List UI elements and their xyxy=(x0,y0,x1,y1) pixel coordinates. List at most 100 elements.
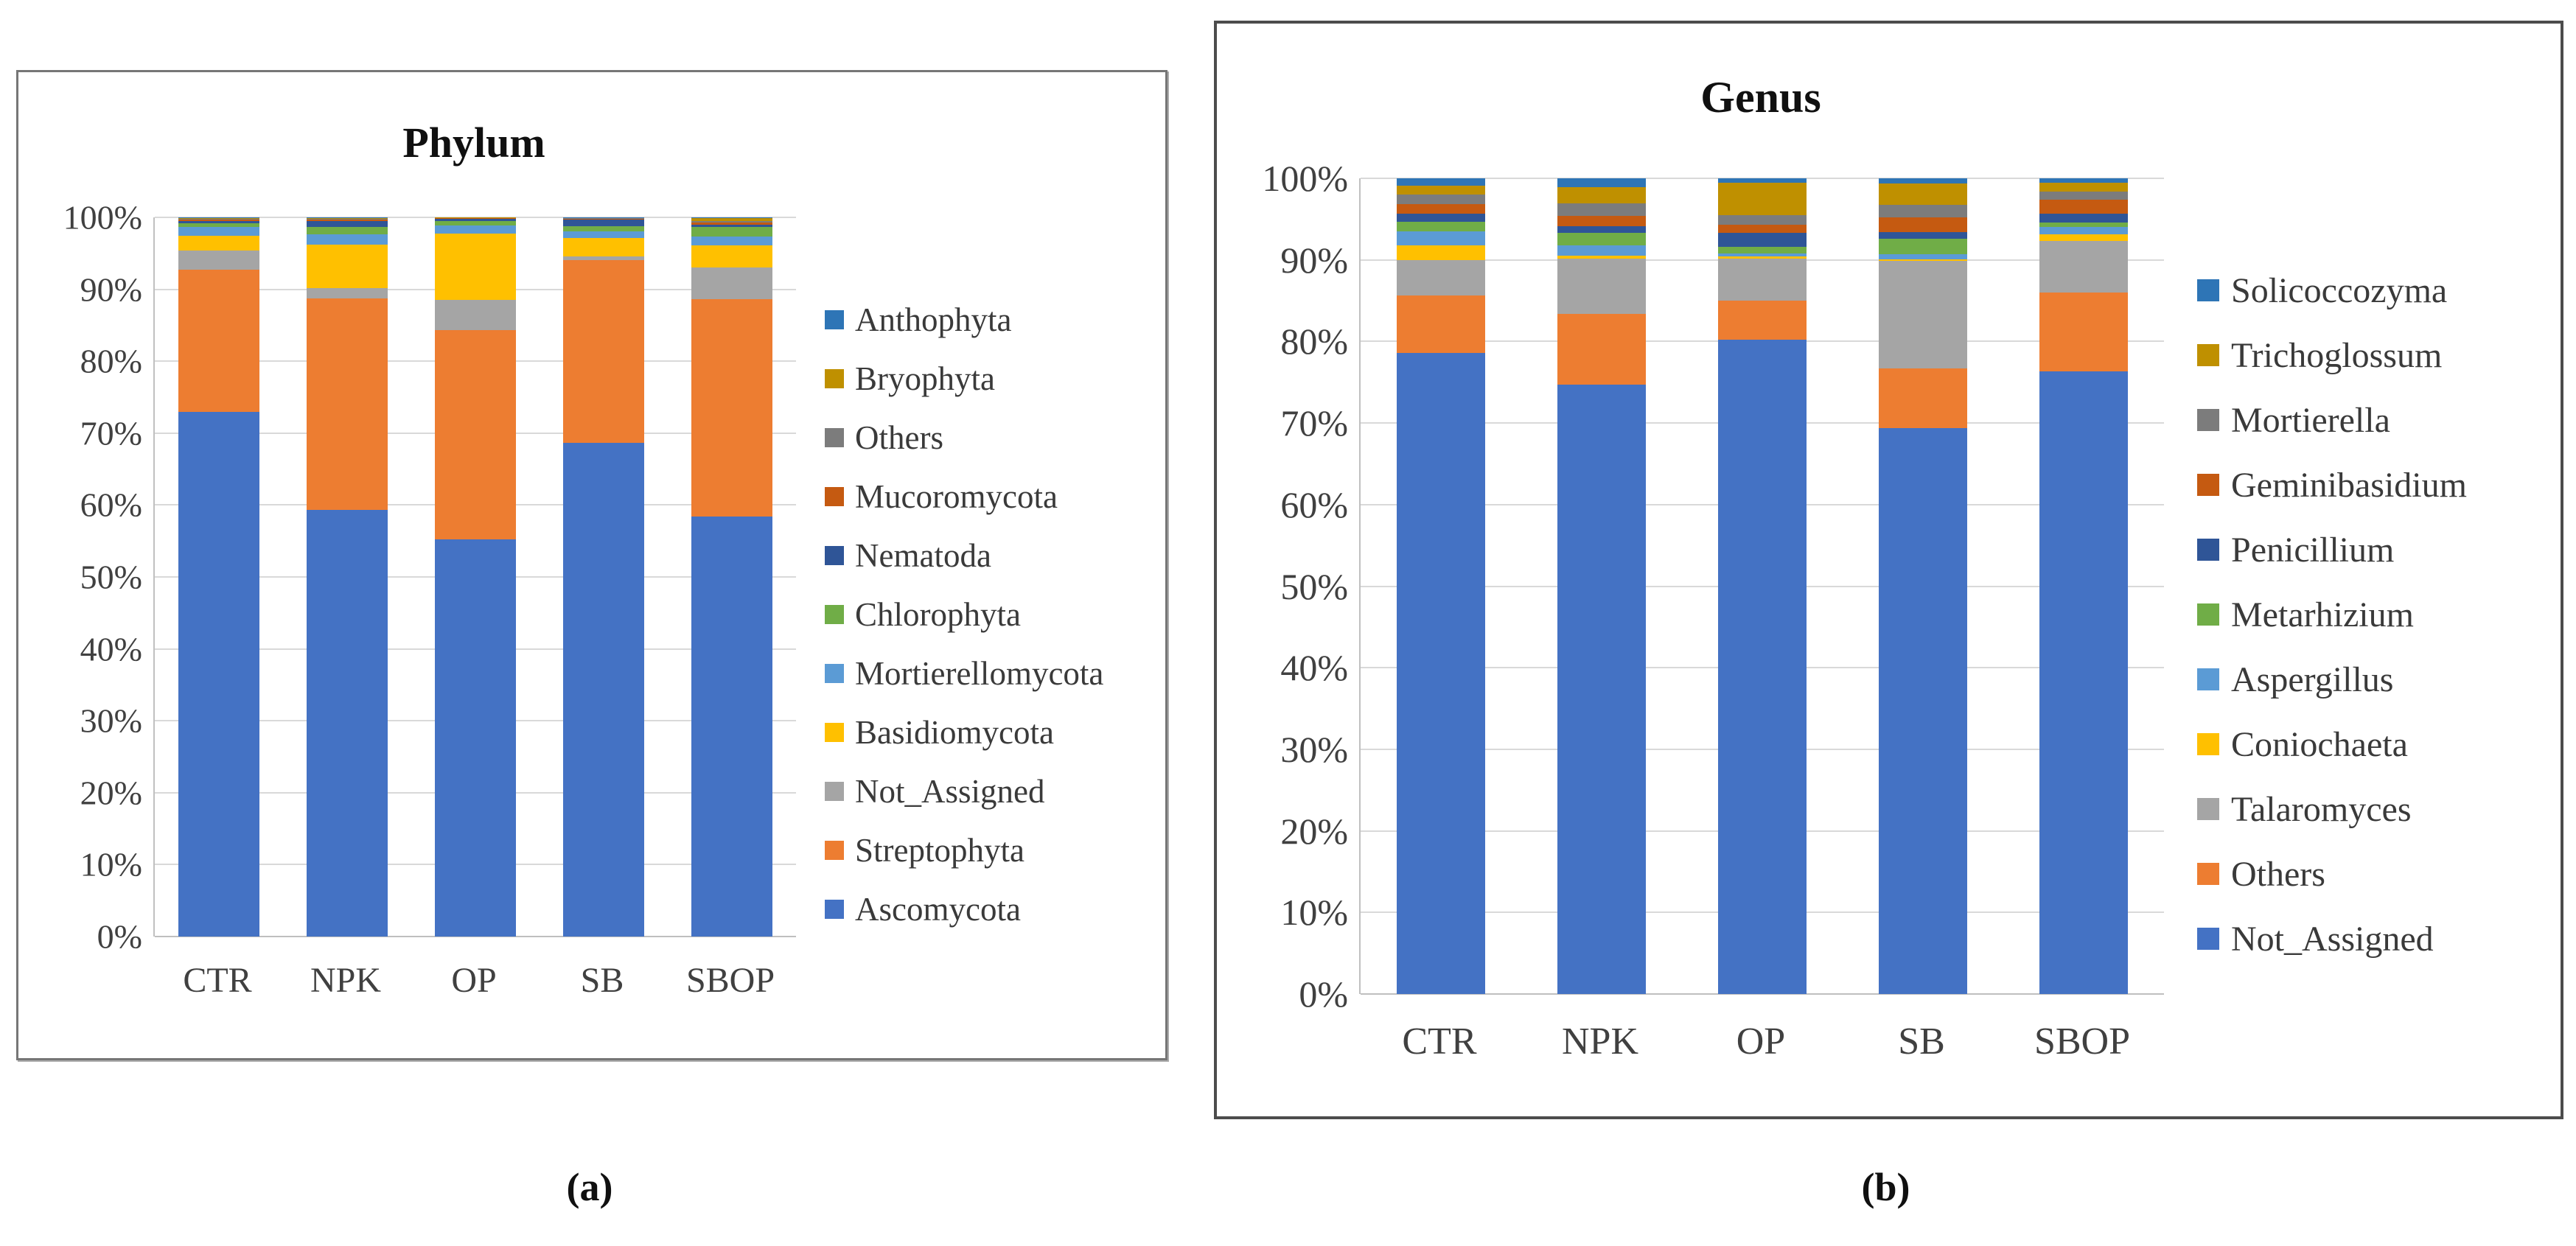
x-axis-label: CTR xyxy=(1402,1021,1477,1063)
bar-segment xyxy=(307,245,388,288)
bar-segment xyxy=(435,300,516,331)
bar-segment xyxy=(178,270,259,412)
legend-swatch-icon xyxy=(2197,863,2219,885)
bar-slot-sb xyxy=(540,217,668,937)
bar-segment xyxy=(2039,241,2128,293)
bar-segment xyxy=(1879,427,1967,994)
bar-segment xyxy=(1557,245,1646,256)
legend-label: Metarhizium xyxy=(2231,595,2414,634)
bar-segment xyxy=(1718,214,1807,225)
legend-swatch-icon xyxy=(825,841,844,860)
legend-item-nematoda: Nematoda xyxy=(825,526,1103,585)
legend-item-others: Others xyxy=(2197,841,2467,906)
bar-segment xyxy=(307,298,388,511)
bar-segment xyxy=(1718,247,1807,253)
bar-segment xyxy=(307,234,388,245)
legend-label: Trichoglossum xyxy=(2231,335,2443,375)
stacked-bar-sbop xyxy=(2039,178,2128,994)
bar-segment xyxy=(1718,258,1807,301)
bar-segment xyxy=(2039,182,2128,192)
plot-area-phylum xyxy=(153,217,796,937)
x-axis-label: NPK xyxy=(1561,1021,1639,1063)
gridline xyxy=(1361,993,2164,995)
bar-segment xyxy=(1397,259,1485,296)
bar-segment xyxy=(307,220,388,221)
bar-segment xyxy=(1718,340,1807,994)
bar-slot-sb xyxy=(1843,178,2003,994)
bar-slot-op xyxy=(411,217,540,937)
bar-slot-sbop xyxy=(2003,178,2164,994)
legend-label: Mucoromycota xyxy=(855,478,1058,515)
x-axis-label: OP xyxy=(451,961,497,1000)
stacked-bar-sbop xyxy=(691,217,772,937)
y-axis-ticks: 100% 90% 80% 70% 60% 50% 40% 30% 20% 10% 0% xyxy=(18,199,142,956)
legend-swatch-icon xyxy=(825,605,844,624)
bar-segment xyxy=(691,224,772,227)
y-tick-label: 80% xyxy=(80,342,142,380)
x-axis-labels: CTR NPK OP SB SBOP xyxy=(1359,1020,2163,1063)
bar-segment xyxy=(1879,217,1967,233)
legend-label: Basidiomycota xyxy=(855,714,1054,751)
y-tick-label: 10% xyxy=(1280,892,1348,934)
y-tick-label: 40% xyxy=(80,630,142,668)
bar-segment xyxy=(1718,301,1807,340)
legend-label: Geminibasidium xyxy=(2231,465,2467,505)
bar-segment xyxy=(1557,256,1646,259)
x-axis-label: SB xyxy=(1898,1021,1945,1063)
bar-segment xyxy=(563,259,644,444)
bar-segment xyxy=(1397,178,1485,186)
bar-slot-ctr xyxy=(1361,178,1521,994)
legend-swatch-icon xyxy=(2197,798,2219,820)
legend-item-solicoccozyma: Solicoccozyma xyxy=(2197,258,2467,323)
bar-segment xyxy=(1879,238,1967,254)
bar-segment xyxy=(1557,233,1646,245)
bar-segment xyxy=(2039,199,2128,214)
bar-segment xyxy=(178,223,259,227)
bar-segment xyxy=(1397,195,1485,205)
legend-item-mortierellomycota: Mortierellomycota xyxy=(825,644,1103,703)
stacked-bar-npk xyxy=(1557,178,1646,994)
bar-segment xyxy=(691,220,772,223)
bar-segment xyxy=(1879,368,1967,428)
y-tick-label: 70% xyxy=(80,414,142,452)
x-axis-label: OP xyxy=(1736,1021,1786,1063)
x-axis-label: SBOP xyxy=(2034,1021,2131,1063)
y-tick-label: 70% xyxy=(1280,402,1348,444)
bar-segment xyxy=(2039,222,2128,228)
bar-segment xyxy=(178,218,259,220)
legend-item-not_assigned: Not_Assigned xyxy=(825,762,1103,821)
bar-segment xyxy=(178,220,259,223)
y-tick-label: 90% xyxy=(1280,239,1348,281)
y-tick-label: 30% xyxy=(80,701,142,740)
legend-item-mucoromycota: Mucoromycota xyxy=(825,467,1103,526)
caption-b: (b) xyxy=(1861,1165,1910,1209)
legend-swatch-icon xyxy=(825,310,844,329)
legend-label: Penicillium xyxy=(2231,530,2395,570)
bar-segment xyxy=(1718,182,1807,215)
bar-segment xyxy=(1557,313,1646,385)
bar-segment xyxy=(435,218,516,219)
legend-label: Nematoda xyxy=(855,537,991,574)
bar-segment xyxy=(435,220,516,225)
bar-segment xyxy=(1718,225,1807,234)
bar-segment xyxy=(1557,215,1646,227)
bar-segment xyxy=(307,218,388,220)
bar-segment xyxy=(691,226,772,237)
legend-swatch-icon xyxy=(825,546,844,565)
bar-segment xyxy=(563,238,644,256)
y-tick-label: 60% xyxy=(1280,483,1348,525)
bar-segment xyxy=(1397,186,1485,195)
legend-label: Not_Assigned xyxy=(855,773,1045,810)
legend-item-basidiomycota: Basidiomycota xyxy=(825,703,1103,762)
chart-title-genus: Genus xyxy=(1700,73,1821,122)
y-tick-label: 100% xyxy=(63,198,142,237)
stacked-bar-op xyxy=(435,217,516,937)
bar-segment xyxy=(691,237,772,246)
legend-label: Not_Assigned xyxy=(2231,919,2434,959)
chart-title-phylum: Phylum xyxy=(402,119,545,167)
bar-segment xyxy=(307,217,388,219)
bar-segment xyxy=(2039,227,2128,235)
bar-segment xyxy=(178,219,259,221)
bar-segment xyxy=(691,267,772,300)
